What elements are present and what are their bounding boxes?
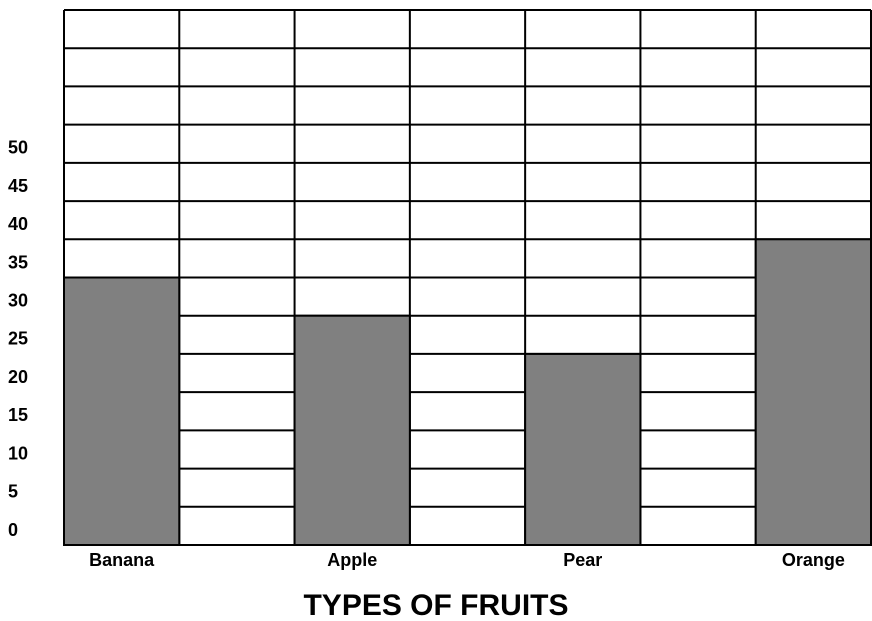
y-tick-label: 40 xyxy=(8,214,28,234)
y-tick-label: 10 xyxy=(8,443,28,463)
x-tick-label: Apple xyxy=(327,550,377,570)
bar xyxy=(754,238,872,547)
y-tick-label: 50 xyxy=(8,138,28,158)
x-tick-label: Orange xyxy=(782,550,845,570)
y-tick-label: 0 xyxy=(8,520,18,540)
y-tick-label: 20 xyxy=(8,367,28,387)
bar xyxy=(63,276,181,546)
y-tick-label: 45 xyxy=(8,176,28,196)
y-tick-label: 25 xyxy=(8,329,28,349)
y-tick-label: 30 xyxy=(8,290,28,310)
y-tick-label: 15 xyxy=(8,405,28,425)
x-tick-label: Banana xyxy=(89,550,155,570)
bar xyxy=(293,314,411,547)
y-tick-label: 5 xyxy=(8,482,18,502)
x-tick-label: Pear xyxy=(563,550,602,570)
y-tick-label: 35 xyxy=(8,252,28,272)
x-axis-label: TYPES OF FRUITS xyxy=(303,589,568,621)
bar xyxy=(524,352,642,546)
